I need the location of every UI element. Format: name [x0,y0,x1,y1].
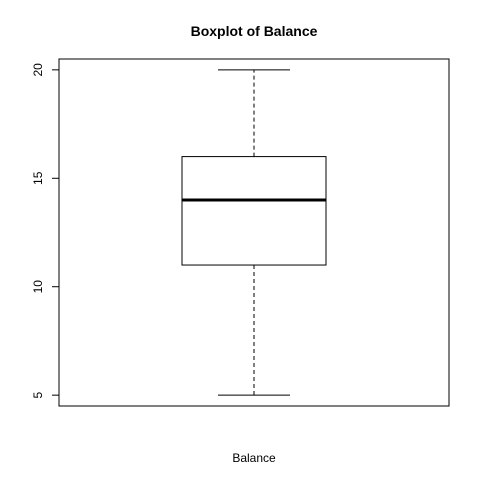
y-axis: 5 10 15 20 [31,63,60,399]
y-tick-label: 10 [31,280,45,294]
iqr-box [181,156,327,266]
chart-title: Boxplot of Balance [191,23,318,39]
boxplot-series [181,69,327,396]
y-tick-label: 20 [31,63,45,77]
y-tick-label: 15 [31,171,45,185]
y-tick-label: 5 [31,392,45,399]
x-axis-label: Balance [232,451,276,465]
